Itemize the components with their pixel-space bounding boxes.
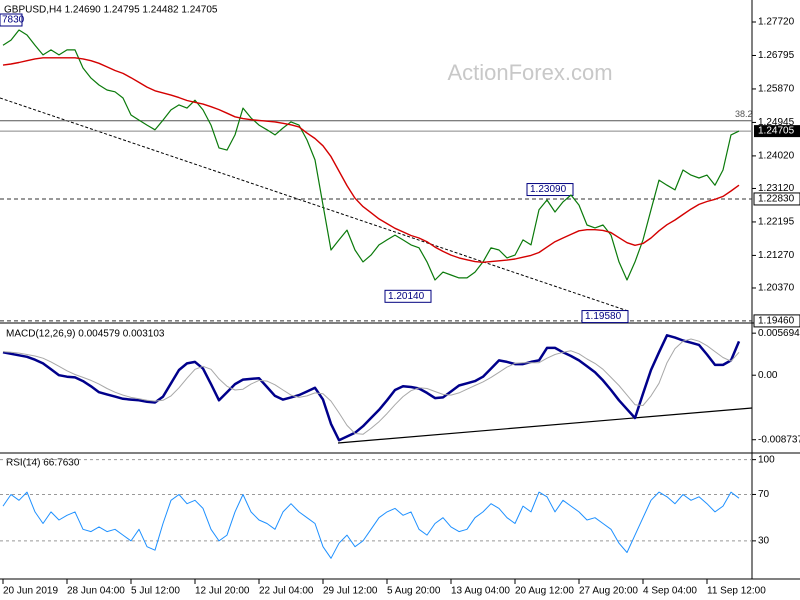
annotation-box <box>384 289 432 303</box>
high-note-box <box>0 13 23 27</box>
x-tick-label: 22 Jul 04:00 <box>259 586 314 597</box>
y-tick-label: 100 <box>758 454 775 465</box>
y-tick-label: 1.20370 <box>758 283 795 294</box>
y-tick-label: 30 <box>758 536 770 547</box>
y-tick-label: 70 <box>758 489 770 500</box>
y-tick-label: 1.23120 <box>758 183 795 194</box>
fib-label: 38.2 <box>735 109 753 119</box>
x-tick-label: 12 Jul 20:00 <box>195 586 250 597</box>
x-tick-label: 29 Jul 12:00 <box>323 586 378 597</box>
y-tick-label: 1.26795 <box>758 50 795 61</box>
series-line <box>2 29 740 281</box>
annotation-label: 1.20140 <box>388 291 425 302</box>
y-tick-label: 1.27720 <box>758 17 795 28</box>
panel-title: RSI(14) 66.7630 <box>6 458 80 469</box>
price-box <box>754 125 800 138</box>
y-tick-label: -0.008737 <box>758 434 800 445</box>
level-box <box>753 192 800 206</box>
y-tick-label: 1.21270 <box>758 250 795 261</box>
trend-line <box>337 407 753 444</box>
panel-title: MACD(12,26,9) 0.004579 0.003103 <box>6 329 165 340</box>
x-tick-label: 11 Sep 12:00 <box>707 586 766 597</box>
high-note: 7830 <box>2 15 25 26</box>
price-label: 1.24705 <box>758 126 795 137</box>
chart-title: GBPUSD,H4 1.24690 1.24795 1.24482 1.2470… <box>4 5 218 16</box>
trend-line <box>0 97 629 312</box>
y-tick-label: 0.005694 <box>758 328 800 339</box>
x-tick-label: 20 Jun 2019 <box>3 586 58 597</box>
y-tick-label: 1.24945 <box>758 117 795 128</box>
annotation-label: 1.23090 <box>530 184 567 195</box>
x-tick-label: 13 Aug 04:00 <box>451 586 510 597</box>
x-tick-label: 28 Jun 04:00 <box>67 586 125 597</box>
x-tick-label: 5 Jul 12:00 <box>131 586 180 597</box>
x-tick-label: 4 Sep 04:00 <box>643 586 697 597</box>
series-line <box>2 338 740 435</box>
y-tick-label: 1.24020 <box>758 151 795 162</box>
series-line <box>2 334 741 442</box>
watermark: ActionForex.com <box>447 60 612 85</box>
level-label: 1.22830 <box>758 194 795 205</box>
level-box <box>753 314 800 328</box>
y-tick-label: 1.25870 <box>758 84 795 95</box>
y-tick-label: 0.00 <box>758 370 778 381</box>
x-tick-label: 27 Aug 20:00 <box>579 586 638 597</box>
x-tick-label: 20 Aug 12:00 <box>515 586 574 597</box>
annotation-box <box>526 183 574 197</box>
series-line <box>2 57 740 263</box>
level-label: 1.19460 <box>758 316 795 327</box>
annotation-label: 1.19580 <box>585 311 622 322</box>
y-tick-label: 1.22195 <box>758 217 795 228</box>
x-tick-label: 5 Aug 20:00 <box>387 586 441 597</box>
annotation-box <box>581 310 629 324</box>
series-line <box>2 491 740 559</box>
